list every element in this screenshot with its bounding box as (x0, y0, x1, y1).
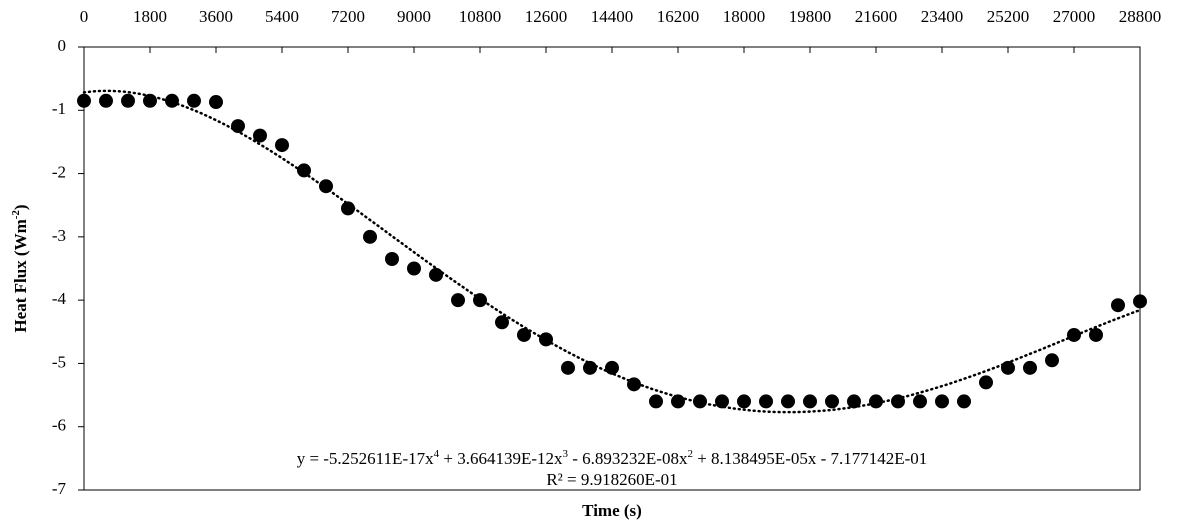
data-point (275, 138, 289, 153)
data-point (1133, 294, 1147, 309)
y-axis-label-part: ) (11, 204, 30, 210)
data-point (187, 93, 201, 108)
y-tick-label: -7 (52, 479, 67, 498)
data-point (979, 375, 993, 390)
x-tick-label: 3600 (199, 7, 233, 26)
plot-frame (83, 46, 1141, 491)
data-point (1089, 327, 1103, 342)
equation-part: 3 (563, 448, 569, 460)
x-tick-label: 10800 (459, 7, 502, 26)
y-tick-label: -3 (52, 226, 66, 245)
x-tick-label: 23400 (921, 7, 964, 26)
data-point (781, 394, 795, 409)
data-point (561, 360, 575, 375)
data-point (957, 394, 971, 409)
data-point (319, 179, 333, 194)
x-tick-label: 14400 (591, 7, 634, 26)
data-point (143, 93, 157, 108)
data-point (77, 93, 91, 108)
equation-part: + 8.138495E-05x - 7.177142E-01 (693, 449, 927, 468)
data-point (891, 394, 905, 409)
data-point (803, 394, 817, 409)
data-point (363, 229, 377, 244)
data-point (693, 394, 707, 409)
data-point (121, 93, 135, 108)
data-point (209, 95, 223, 110)
data-point (671, 394, 685, 409)
x-tick-label: 5400 (265, 7, 299, 26)
data-point (847, 394, 861, 409)
data-point (1111, 298, 1125, 313)
data-point (341, 201, 355, 216)
data-point (627, 377, 641, 392)
data-point (583, 360, 597, 375)
data-point (913, 394, 927, 409)
data-point (231, 119, 245, 134)
data-point (825, 394, 839, 409)
data-point (1023, 360, 1037, 375)
x-tick-label: 19800 (789, 7, 832, 26)
x-tick-label: 18000 (723, 7, 766, 26)
data-point (759, 394, 773, 409)
y-axis-label: Heat Flux (Wm-2) (10, 204, 30, 332)
y-tick-label: -6 (52, 416, 66, 435)
trendline (82, 89, 1142, 414)
data-point (1045, 353, 1059, 368)
x-tick-label: 28800 (1119, 7, 1162, 26)
data-point (473, 293, 487, 308)
data-point (715, 394, 729, 409)
data-point (605, 360, 619, 375)
x-tick-label: 16200 (657, 7, 700, 26)
data-point (99, 93, 113, 108)
equation-part: + 3.664139E-12x (439, 449, 563, 468)
data-point (517, 327, 531, 342)
x-tick-label: 0 (80, 7, 89, 26)
y-tick-label: -4 (52, 289, 67, 308)
data-point (165, 93, 179, 108)
y-tick-label: 0 (58, 36, 67, 55)
x-axis-label: Time (s) (582, 501, 642, 520)
x-tick-label: 27000 (1053, 7, 1096, 26)
equation-part: 2 (687, 448, 693, 460)
data-point (297, 163, 311, 178)
y-axis-label-part: Heat Flux (Wm (11, 219, 30, 332)
r-squared: R² = 9.918260E-01 (546, 470, 677, 489)
data-point (429, 267, 443, 282)
data-point (935, 394, 949, 409)
data-point (737, 394, 751, 409)
data-point (649, 394, 663, 409)
equation-part: 4 (434, 448, 440, 460)
x-tick-label: 9000 (397, 7, 431, 26)
data-point (495, 315, 509, 330)
equation-part: y = -5.252611E-17x (297, 449, 434, 468)
y-axis-label-part: -2 (10, 210, 22, 220)
data-point (869, 394, 883, 409)
x-tick-label: 25200 (987, 7, 1030, 26)
data-point (385, 252, 399, 267)
data-point (407, 261, 421, 276)
data-point (1001, 360, 1015, 375)
x-tick-label: 1800 (133, 7, 167, 26)
y-tick-label: -5 (52, 352, 66, 371)
data-point (1067, 327, 1081, 342)
x-tick-label: 7200 (331, 7, 365, 26)
trendline-equation: y = -5.252611E-17x4 + 3.664139E-12x3 - 6… (297, 448, 928, 468)
y-tick-label: -2 (52, 162, 66, 181)
y-tick-label: -1 (52, 99, 66, 118)
x-tick-label: 21600 (855, 7, 898, 26)
data-point (451, 293, 465, 308)
data-point (539, 332, 553, 347)
x-tick-label: 12600 (525, 7, 568, 26)
data-point (253, 128, 267, 143)
equation-part: - 6.893232E-08x (568, 449, 688, 468)
